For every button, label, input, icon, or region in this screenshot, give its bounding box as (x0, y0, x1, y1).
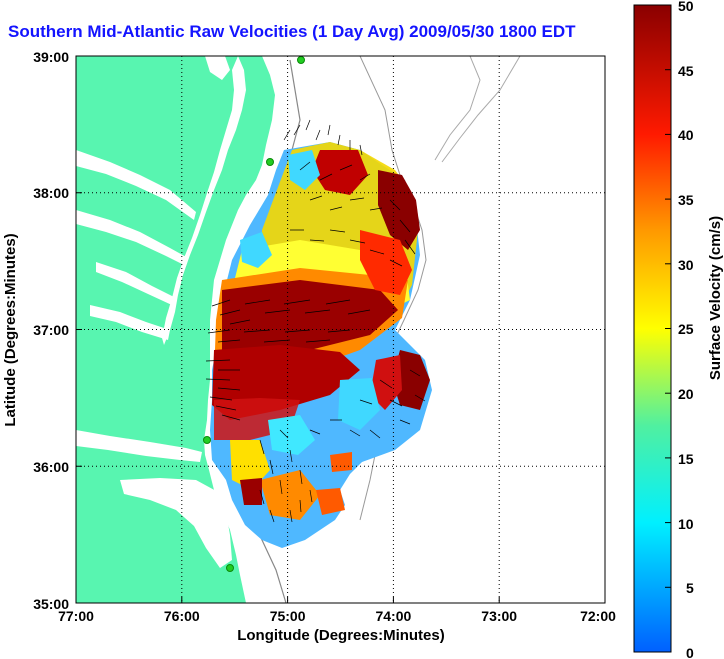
radar-station-marker (266, 158, 274, 166)
colorbar-tick-label: 25 (678, 321, 694, 337)
velocity-vectors (205, 119, 426, 523)
y-axis-label: Latitude (Degrees:Minutes) (2, 233, 19, 426)
x-tick-label: 73:00 (481, 608, 517, 624)
radar-stations (203, 56, 305, 572)
colorbar-tick-label: 20 (678, 386, 694, 402)
x-axis-label: Longitude (Degrees:Minutes) (237, 627, 445, 644)
x-tick-label: 75:00 (270, 608, 306, 624)
colorbar-ticks (665, 4, 671, 588)
x-tick-label: 72:00 (580, 608, 616, 624)
radar-station-marker (297, 56, 305, 64)
york-river (96, 262, 176, 306)
y-tick-label: 38:00 (33, 185, 69, 201)
colorbar-tick-label: 40 (678, 127, 694, 143)
colorbar-tick-label: 50 (678, 0, 694, 14)
colorbar-tick-label: 0 (686, 645, 694, 659)
x-tick-label: 77:00 (58, 608, 94, 624)
y-tick-label: 37:00 (33, 322, 69, 338)
axis-ticks (76, 192, 500, 603)
land-mass (76, 56, 275, 603)
pamlico-sound (120, 478, 232, 568)
x-tick-label: 76:00 (164, 608, 200, 624)
y-tick-label: 39:00 (33, 49, 69, 65)
rappahannock-river (76, 210, 188, 266)
colorbar-tick-label: 5 (686, 580, 694, 596)
colorbar-tick-label: 35 (678, 192, 694, 208)
colorbar-tick-label: 10 (678, 516, 694, 532)
x-tick-label: 74:00 (375, 608, 411, 624)
colorbar (633, 4, 672, 653)
y-tick-label: 35:00 (33, 596, 69, 612)
colorbar-label: Surface Velocity (cm/s) (707, 216, 724, 380)
colorbar-tick-label: 15 (678, 451, 694, 467)
james-river (90, 305, 170, 340)
bathymetry-contour (441, 56, 521, 163)
colorbar-tick-label: 30 (678, 257, 694, 273)
title-overlap-mask (603, 18, 627, 48)
delaware-bay (205, 56, 230, 80)
chesapeake-bay (162, 56, 246, 345)
y-tick-label: 36:00 (33, 459, 69, 475)
radar-station-marker (203, 436, 211, 444)
bathymetry-contour (434, 56, 481, 161)
radar-station-marker (226, 564, 234, 572)
map-title: Southern Mid-Atlantic Raw Velocities (1 … (8, 22, 576, 41)
grid-lines (76, 56, 605, 603)
colorbar-tick-label: 45 (678, 63, 694, 79)
albemarle-sound (76, 430, 202, 462)
velocity-field (210, 142, 432, 548)
potomac-river (76, 150, 196, 220)
